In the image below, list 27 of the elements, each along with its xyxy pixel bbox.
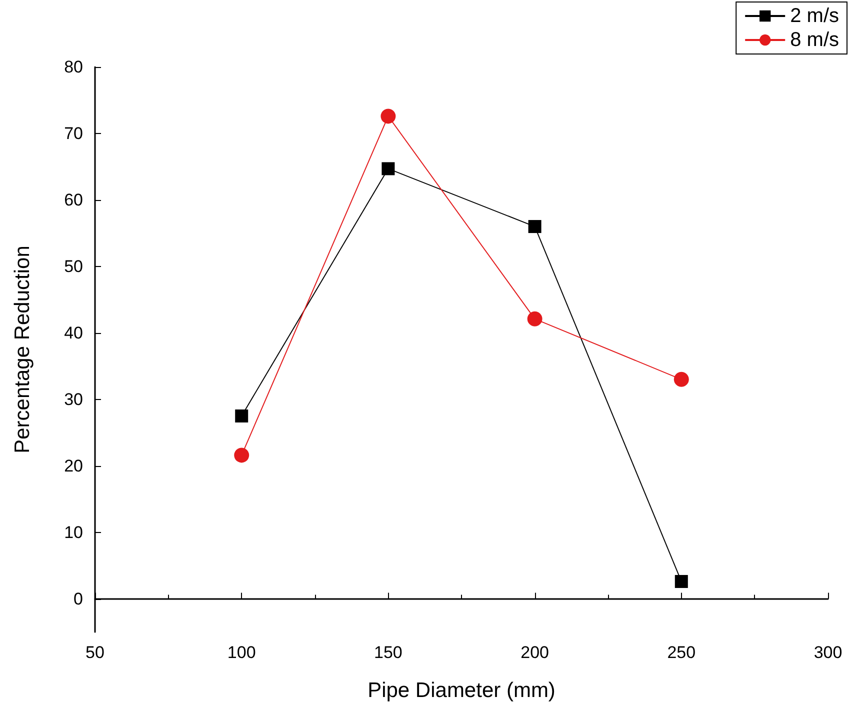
y-tick-label: 20 [64,456,83,476]
x-tick-label: 250 [667,643,696,662]
y-tick-label: 80 [64,58,83,76]
x-tick-label: 150 [374,643,402,662]
point [674,574,688,588]
y-tick-label: 30 [64,390,83,409]
y-tick-label: 50 [64,256,83,276]
point [234,448,250,463]
y-tick-label: 0 [74,589,83,608]
x-tick-label: 50 [86,643,104,662]
legend-label: 8 m/s [790,29,840,51]
x-tick-label: 100 [227,643,256,662]
legend-label: 2 m/s [790,5,840,27]
y-tick-label: 60 [64,190,83,210]
point [382,162,395,176]
y-axis-title: Percentage Reduction [11,246,34,454]
x-tick-label: 300 [814,643,842,662]
y-tick-label: 70 [64,124,83,143]
point [235,409,248,422]
y-tick-label: 10 [64,522,83,542]
point [528,220,542,234]
point [380,108,396,124]
y-tick-label: 40 [64,323,83,342]
x-axis-title: Pipe Diameter (mm) [368,679,556,702]
point [527,311,542,326]
point [674,372,689,387]
x-tick-label: 200 [520,643,549,662]
